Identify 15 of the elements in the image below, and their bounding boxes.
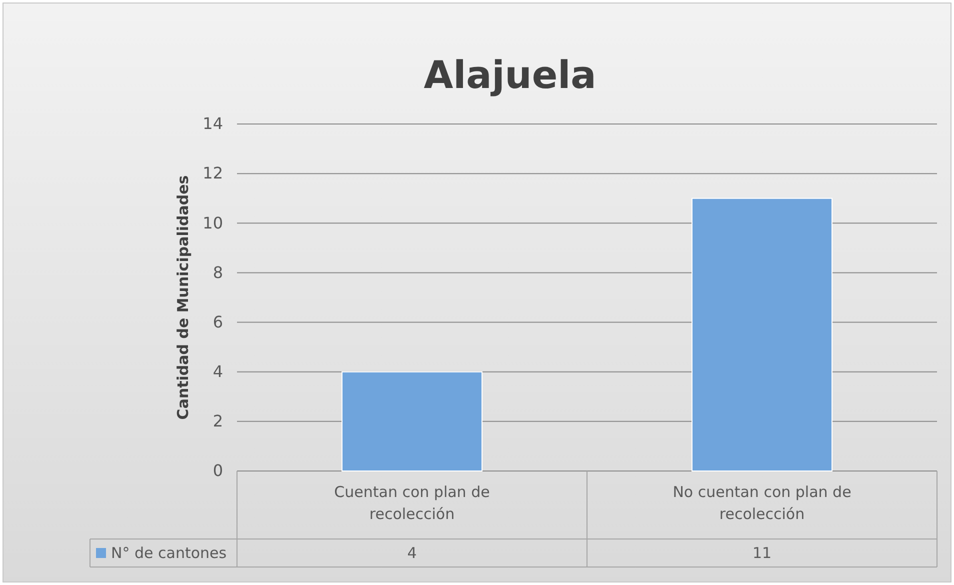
y-tick-label: 2 <box>212 412 223 431</box>
y-tick-label: 10 <box>202 213 223 232</box>
data-label: 4 <box>407 544 417 562</box>
y-axis-title: Cantidad de Municipalidades <box>174 175 192 420</box>
y-tick-label: 14 <box>202 114 223 134</box>
y-tick-label: 0 <box>212 461 223 480</box>
data-label: 11 <box>752 544 772 562</box>
y-tick-label: 12 <box>202 164 223 183</box>
y-tick-label: 8 <box>212 262 223 282</box>
chart-title: Alajuela <box>424 53 596 97</box>
text: N° de cantones <box>111 544 227 562</box>
y-tick-label: 4 <box>212 362 223 381</box>
y-tick-label: 6 <box>212 312 223 332</box>
x-tick-label: Cuentan con plan de recolección <box>334 483 490 523</box>
x-tick-label: No cuentan con plan de recolección <box>672 483 852 523</box>
